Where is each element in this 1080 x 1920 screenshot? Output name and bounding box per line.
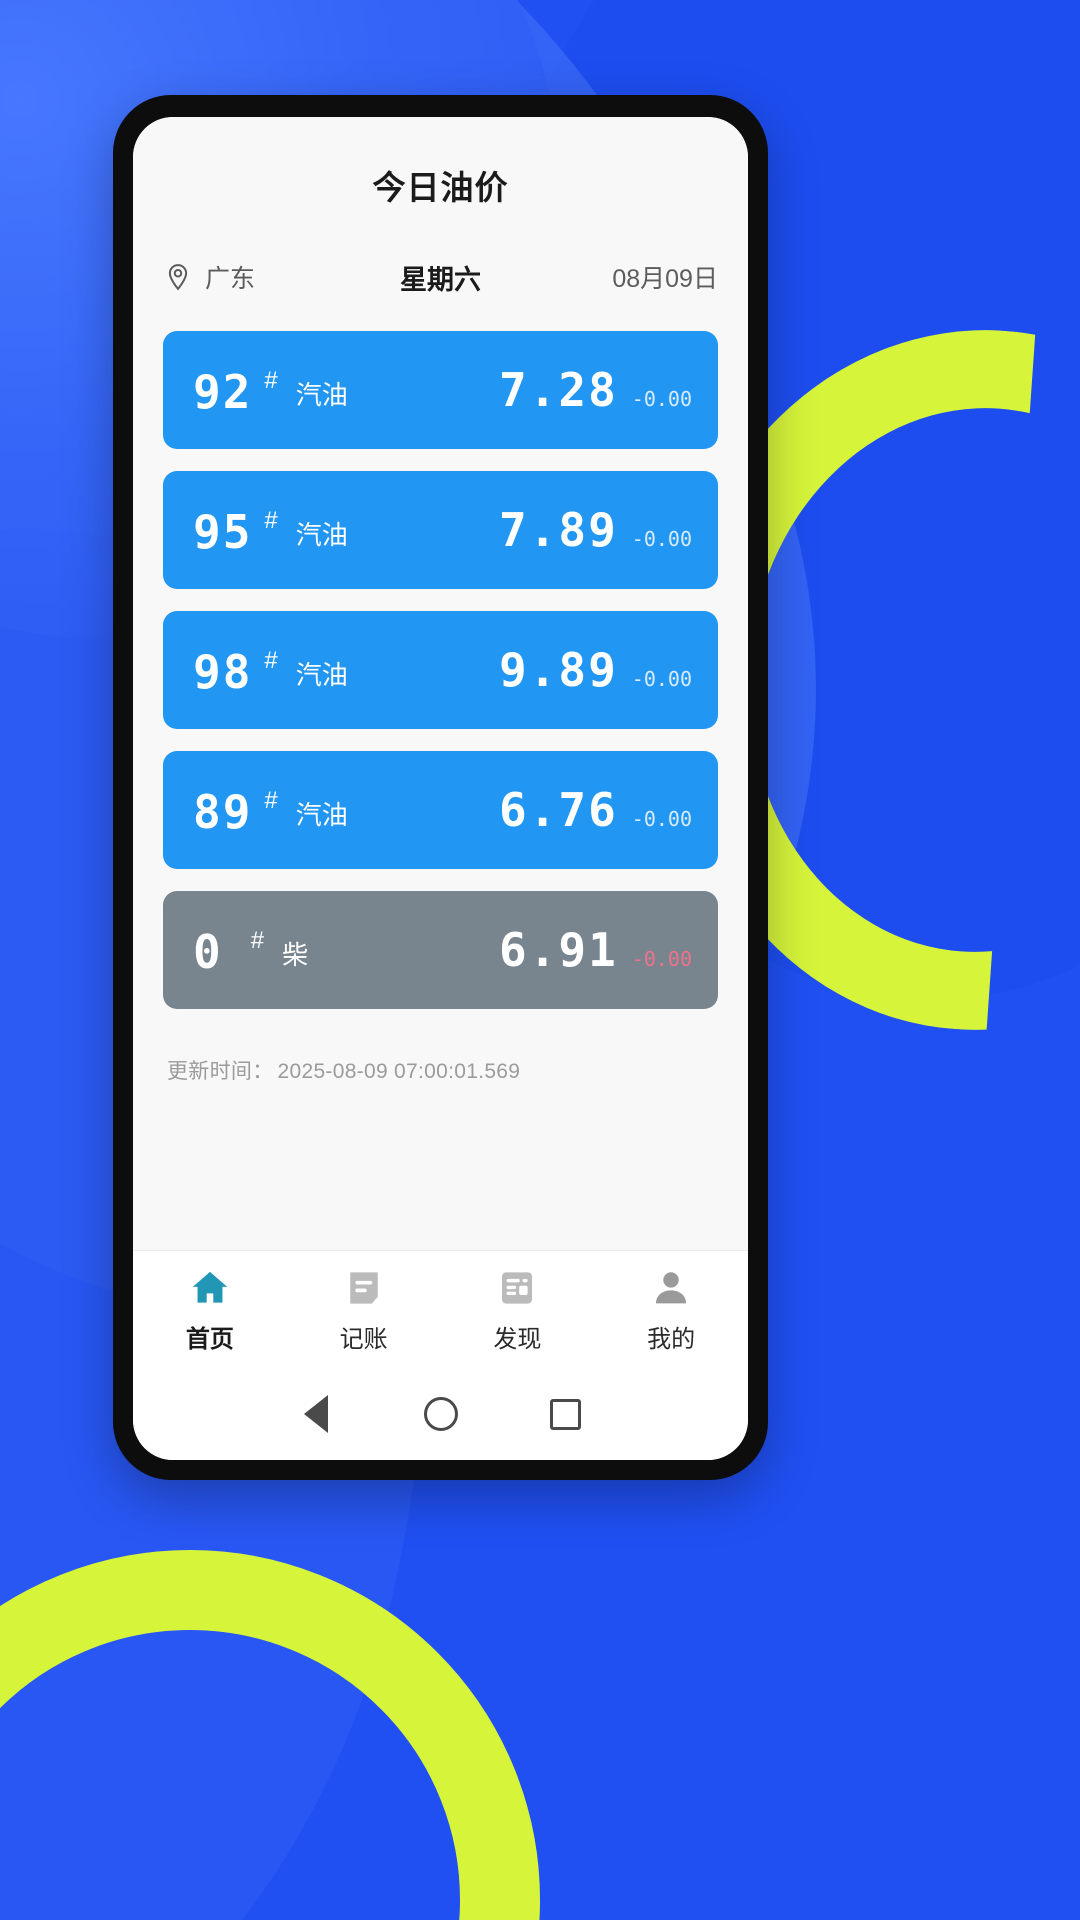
fuel-price-card[interactable]: 95 # 汽油 7.89 -0.00 [163,471,718,589]
date-label: 08月09日 [612,265,718,293]
fuel-grade: 95 [193,504,253,559]
hash-symbol: # [264,786,278,814]
tab-ledger[interactable]: 记账 [287,1266,441,1354]
fuel-price-delta: -0.00 [631,527,692,551]
lime-ring-bottom-icon [0,1550,540,1920]
location-pin-icon [168,264,188,291]
recents-square-icon [550,1398,581,1430]
fuel-card-right: 7.89 -0.00 [499,507,692,553]
fuel-card-left: 89 # 汽油 [193,784,499,839]
fuel-price-delta: -0.00 [631,947,692,971]
fuel-price-delta: -0.00 [631,807,692,831]
update-time-value: 2025-08-09 07:00:01.569 [277,1060,521,1083]
tab-label: 首页 [185,1325,234,1353]
location-selector[interactable]: 广东 [163,259,346,295]
fuel-card-left: 95 # 汽油 [193,504,499,559]
fuel-type-label: 汽油 [295,519,348,550]
back-triangle-icon [303,1395,328,1433]
hash-symbol: # [250,926,265,954]
fuel-price: 6.76 [499,783,618,837]
update-time-label: 更新时间： [167,1060,274,1083]
meta-row: 广东 星期六 08月09日 [133,243,748,305]
bottom-tab-bar: 首页 记账 [133,1250,748,1368]
fuel-grade: 98 [193,644,253,699]
fuel-type-label: 汽油 [295,379,348,410]
tab-profile[interactable]: 我的 [594,1266,748,1354]
fuel-card-left: 98 # 汽油 [193,644,499,699]
fuel-card-right: 6.76 -0.00 [499,787,692,833]
tab-home[interactable]: 首页 [133,1266,287,1354]
fuel-price-card[interactable]: 89 # 汽油 6.76 -0.00 [163,751,718,869]
page-title: 今日油价 [372,169,509,206]
phone-mockup: 今日油价 广东 星期六 08月09日 92 # [113,95,768,1480]
location-city-label: 广东 [205,265,256,293]
update-time-row: 更新时间： 2025-08-09 07:00:01.569 [133,1009,748,1085]
profile-icon [656,1271,687,1303]
app-content: 今日油价 广东 星期六 08月09日 92 # [133,117,748,1460]
fuel-card-right: 9.89 -0.00 [499,647,692,693]
home-icon [192,1271,228,1303]
fuel-price-card[interactable]: 0 # 柴 6.91 -0.00 [163,891,718,1009]
tab-label: 我的 [647,1325,696,1353]
discover-icon [502,1271,533,1304]
fuel-price-list: 92 # 汽油 7.28 -0.00 95 # 汽油 [133,305,748,1009]
fuel-card-left: 92 # 汽油 [193,364,499,419]
recents-button[interactable] [545,1393,587,1435]
fuel-price-card[interactable]: 98 # 汽油 9.89 -0.00 [163,611,718,729]
fuel-price: 9.89 [499,643,618,697]
fuel-type-label: 柴 [282,939,309,970]
fuel-price: 6.91 [499,923,618,977]
app-header: 今日油价 [133,117,748,243]
content-spacer [133,1085,748,1250]
hash-symbol: # [264,646,278,674]
fuel-price-delta: -0.00 [631,667,692,691]
tab-label: 记账 [339,1325,388,1353]
weekday-label: 星期六 [399,264,481,295]
phone-screen: 今日油价 广东 星期六 08月09日 92 # [133,117,748,1460]
hash-symbol: # [264,506,278,534]
fuel-type-label: 汽油 [295,799,348,830]
tab-discover[interactable]: 发现 [441,1266,595,1354]
fuel-card-left: 0 # 柴 [193,924,499,979]
fuel-grade: 0 [193,924,223,979]
fuel-card-right: 7.28 -0.00 [499,367,692,413]
fuel-card-right: 6.91 -0.00 [499,927,692,973]
fuel-price: 7.28 [499,363,618,417]
fuel-price-delta: -0.00 [631,387,692,411]
fuel-price-card[interactable]: 92 # 汽油 7.28 -0.00 [163,331,718,449]
ledger-icon [349,1271,378,1304]
tab-label: 发现 [493,1325,542,1353]
fuel-type-label: 汽油 [295,659,348,690]
fuel-price: 7.89 [499,503,618,557]
hash-symbol: # [264,366,278,394]
fuel-grade: 92 [193,364,253,419]
android-navigation-bar [133,1368,748,1460]
back-button[interactable] [295,1393,337,1435]
home-button[interactable] [420,1393,462,1435]
fuel-grade: 89 [193,784,253,839]
home-circle-icon [423,1397,458,1431]
